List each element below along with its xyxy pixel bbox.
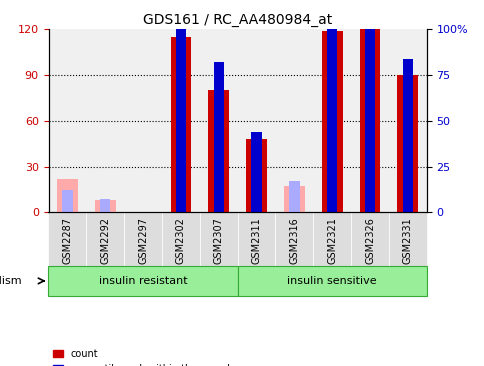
FancyBboxPatch shape: [275, 212, 313, 266]
FancyBboxPatch shape: [388, 212, 426, 266]
FancyBboxPatch shape: [237, 266, 426, 296]
Title: GDS161 / RC_AA480984_at: GDS161 / RC_AA480984_at: [143, 13, 332, 27]
Bar: [95, 200, 115, 212]
Text: metabolism: metabolism: [0, 276, 22, 286]
Bar: [175, 16, 186, 212]
Bar: [284, 186, 304, 212]
Bar: [364, 18, 375, 212]
Legend: count, percentile rank within the sample, value, Detection Call = ABSENT, rank, : count, percentile rank within the sample…: [53, 349, 235, 366]
Bar: [213, 62, 224, 212]
Bar: [326, 15, 337, 212]
Bar: [208, 90, 228, 212]
FancyBboxPatch shape: [48, 266, 237, 296]
Text: insulin resistant: insulin resistant: [99, 276, 187, 286]
FancyBboxPatch shape: [237, 212, 275, 266]
FancyBboxPatch shape: [124, 212, 162, 266]
Bar: [246, 139, 266, 212]
FancyBboxPatch shape: [48, 212, 86, 266]
Bar: [62, 190, 73, 212]
Bar: [251, 132, 261, 212]
Bar: [100, 199, 110, 212]
FancyBboxPatch shape: [199, 212, 237, 266]
Text: insulin sensitive: insulin sensitive: [287, 276, 376, 286]
Bar: [57, 179, 77, 212]
Bar: [170, 37, 191, 212]
Bar: [321, 31, 342, 212]
FancyBboxPatch shape: [350, 212, 388, 266]
Bar: [288, 181, 299, 212]
FancyBboxPatch shape: [313, 212, 350, 266]
Bar: [402, 59, 412, 212]
Bar: [397, 75, 417, 212]
FancyBboxPatch shape: [162, 212, 199, 266]
Bar: [359, 29, 379, 212]
FancyBboxPatch shape: [86, 212, 124, 266]
